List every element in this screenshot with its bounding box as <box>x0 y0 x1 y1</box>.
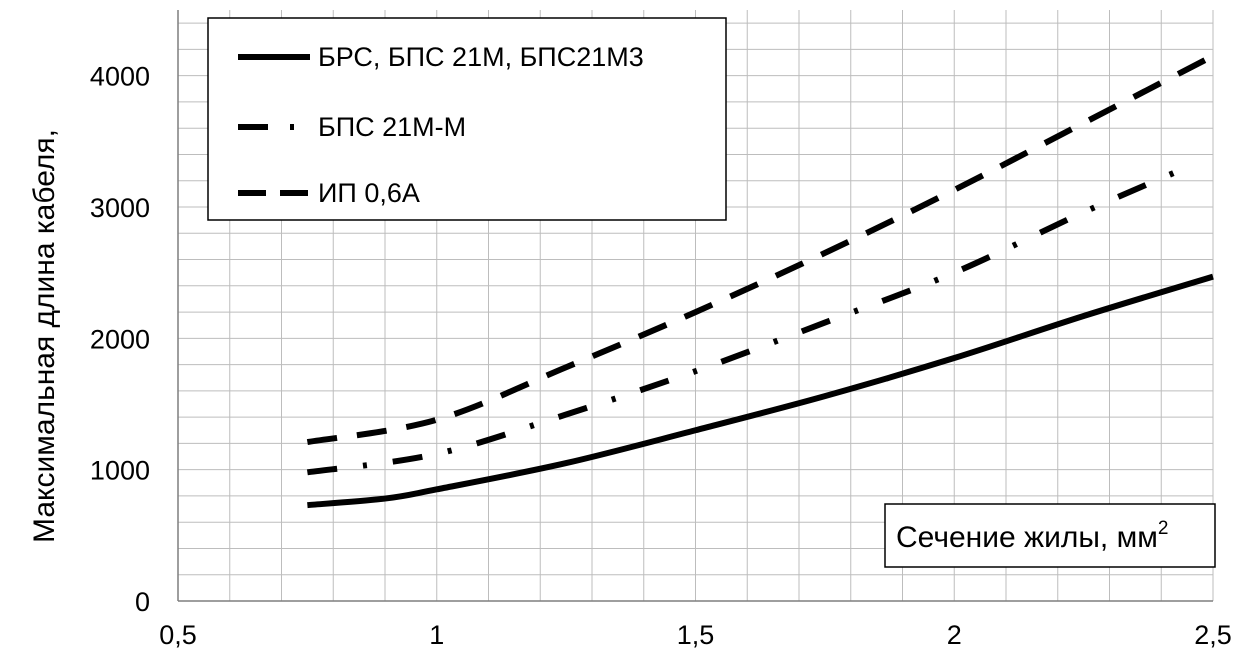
y-tick-label: 3000 <box>90 193 150 223</box>
series-line-1 <box>307 273 1214 509</box>
x-axis-label-superscript: 2 <box>1158 518 1169 539</box>
y-tick-label: 4000 <box>90 62 150 92</box>
legend-label-3: ИП 0,6А <box>318 178 420 208</box>
series-line-3 <box>306 53 1215 446</box>
x-tick-label: 1 <box>429 620 444 650</box>
x-axis-label-text: Сечение жилы, мм <box>896 521 1158 554</box>
x-axis-label: Сечение жилы, мм2 <box>896 518 1168 554</box>
y-axis-label: Максимальная длина кабеля, <box>28 129 61 543</box>
y-tick-label: 2000 <box>90 324 150 354</box>
series-line-2 <box>306 162 1194 476</box>
x-axis-label-frame <box>884 503 1216 568</box>
legend-items: БРС, БПС 21М, БПС21М3 БПС 21М-М ИП 0,6А <box>238 42 644 208</box>
legend-box <box>207 17 727 221</box>
x-tick-labels: 0,5 1 1,5 2 2,5 <box>159 620 1232 650</box>
legend-label-2: БПС 21М-М <box>318 112 466 142</box>
x-tick-label: 0,5 <box>159 620 197 650</box>
legend: БРС, БПС 21М, БПС21М3 БПС 21М-М ИП 0,6А <box>207 17 727 221</box>
x-tick-label: 2,5 <box>1194 620 1232 650</box>
x-axis-label-box: Сечение жилы, мм2 <box>884 503 1216 568</box>
x-tick-label: 1,5 <box>677 620 715 650</box>
legend-label-1: БРС, БПС 21М, БПС21М3 <box>318 42 644 72</box>
x-tick-label: 2 <box>947 620 962 650</box>
axes <box>177 10 1213 602</box>
series-lines <box>306 53 1215 509</box>
y-tick-label: 0 <box>135 587 150 617</box>
y-tick-label: 1000 <box>90 456 150 486</box>
y-tick-labels: 0 1000 2000 3000 4000 <box>90 62 150 617</box>
